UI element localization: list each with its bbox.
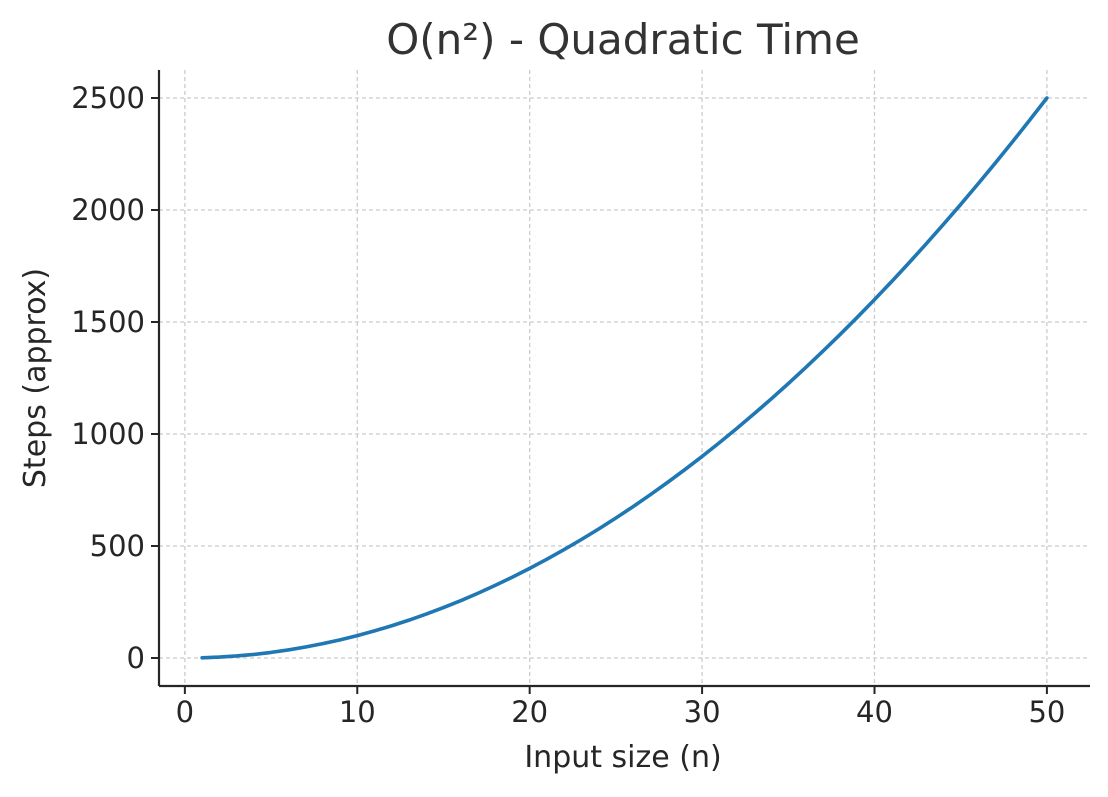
series-layer — [200, 96, 1049, 660]
y-tick-label: 1000 — [71, 417, 145, 451]
axes — [157, 70, 1090, 688]
x-tick-label: 0 — [176, 695, 194, 729]
y-tick-label: 500 — [90, 529, 145, 563]
y-tick-label: 1500 — [71, 305, 145, 339]
grid — [159, 70, 1090, 686]
series-line — [200, 96, 1049, 660]
x-tick-label: 50 — [1028, 695, 1065, 729]
y-tick-label: 2000 — [71, 193, 145, 227]
x-tick-label: 20 — [511, 695, 548, 729]
y-axis-label: Steps (approx) — [18, 268, 53, 488]
x-tick-label: 30 — [684, 695, 721, 729]
x-tick-label: 10 — [339, 695, 376, 729]
x-axis-label: Input size (n) — [524, 740, 721, 775]
y-tick-label: 0 — [127, 641, 145, 675]
y-tick-label: 2500 — [71, 81, 145, 115]
chart-title: O(n²) - Quadratic Time — [386, 15, 860, 64]
x-tick-label: 40 — [856, 695, 893, 729]
